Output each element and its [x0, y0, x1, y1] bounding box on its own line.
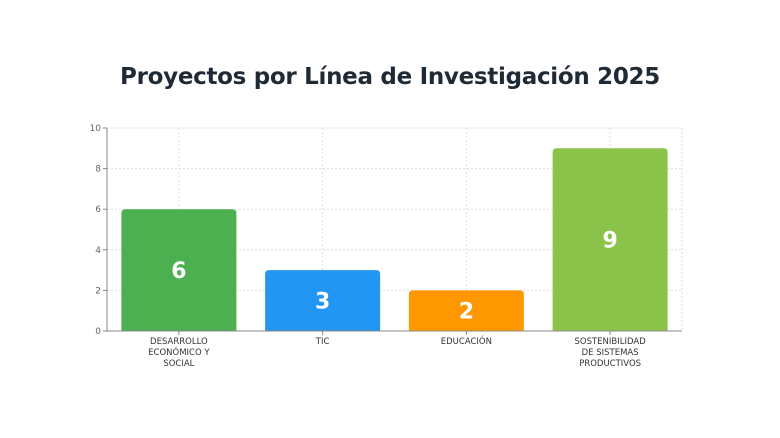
bar-value-label: 6 [171, 259, 186, 284]
y-tick-label: 0 [95, 327, 101, 337]
x-tick-label: TIC [315, 337, 330, 347]
bar-value-label: 2 [459, 300, 474, 325]
chart-title: Proyectos por Línea de Investigación 202… [120, 64, 660, 90]
y-tick-label: 10 [90, 124, 102, 134]
x-tick-label: SOSTENIBILIDAD DE SISTEMAS PRODUCTIVOS [575, 337, 647, 369]
bar-value-label: 9 [602, 229, 617, 254]
y-tick-label: 2 [95, 286, 101, 296]
bar-value-label: 3 [315, 290, 330, 315]
bar [552, 148, 668, 331]
y-tick-label: 6 [95, 205, 101, 215]
y-tick-label: 4 [95, 246, 101, 256]
bar [265, 270, 381, 331]
x-tick-label: DESARROLLO ECONÓMICO Y SOCIAL [148, 337, 210, 369]
bar [121, 209, 237, 331]
bar [408, 290, 524, 331]
x-tick-label: EDUCACIÓN [441, 335, 492, 347]
y-tick-label: 8 [95, 165, 101, 175]
